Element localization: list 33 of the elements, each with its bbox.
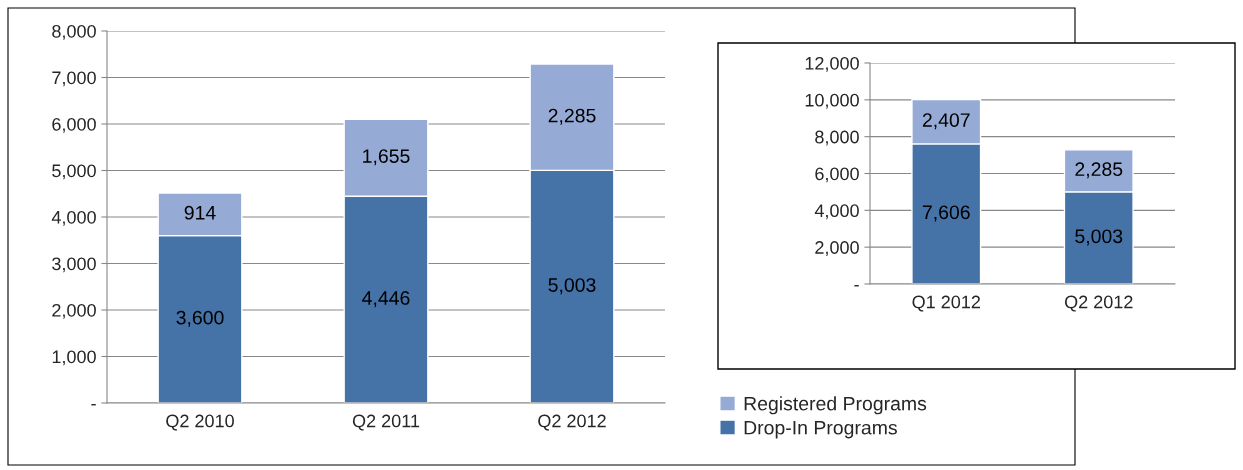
data-label: 5,003 — [1075, 229, 1123, 246]
legend-label: Registered Programs — [744, 396, 927, 415]
y-tick-label: 12,000 — [805, 56, 859, 72]
y-tick-label: 2,000 — [52, 303, 96, 319]
y-tick-label: 6,000 — [52, 117, 96, 133]
data-label: 5,003 — [548, 278, 596, 295]
data-label: 2,285 — [1075, 162, 1123, 179]
x-tick-label: Q2 2012 — [538, 414, 606, 431]
y-tick-label: 6,000 — [815, 167, 859, 183]
y-tick-label: - — [91, 404, 96, 406]
data-label: 7,606 — [922, 205, 970, 222]
y-tick-label: 4,000 — [51, 210, 96, 226]
x-tick-label: Q2 2012 — [1064, 295, 1133, 312]
data-label: 1,655 — [363, 149, 410, 166]
data-label: 2,407 — [922, 113, 970, 130]
data-label: 2,285 — [548, 108, 596, 125]
x-tick-label: Q2 2011 — [352, 414, 420, 431]
legend-label: Drop-In Programs — [744, 420, 897, 439]
y-tick-label: 10,000 — [805, 93, 859, 109]
y-tick-label: 8,000 — [52, 24, 96, 40]
y-tick-label: 7,000 — [52, 71, 96, 87]
y-tick-label: 1,000 — [52, 350, 96, 366]
y-tick-label: 8,000 — [815, 130, 859, 146]
y-tick-label: 2,000 — [815, 241, 859, 257]
y-tick-label: 3,000 — [52, 257, 96, 273]
y-tick-label: 4,000 — [814, 204, 859, 220]
data-label: 4,446 — [362, 291, 410, 308]
y-tick-label: - — [854, 285, 859, 287]
data-label: 3,600 — [176, 310, 224, 327]
y-tick-label: 5,000 — [52, 164, 96, 180]
x-tick-label: Q2 2010 — [166, 414, 234, 431]
x-tick-label: Q1 2012 — [912, 295, 980, 312]
data-label: 914 — [184, 205, 216, 220]
